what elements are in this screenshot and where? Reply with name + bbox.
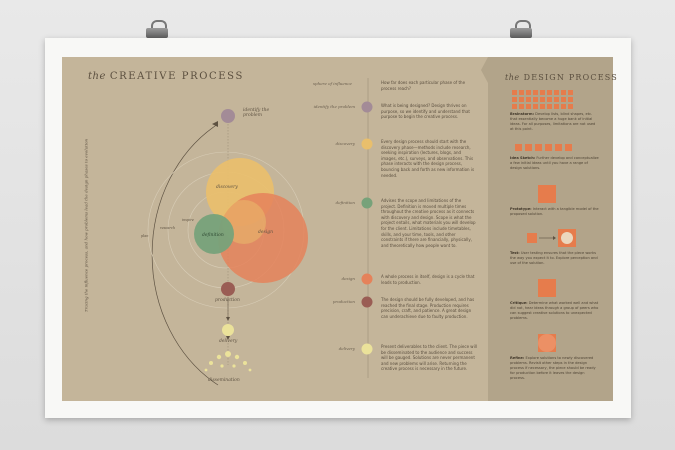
step-critique: Critique: Determine what worked well and… xyxy=(510,301,599,320)
row-dot-design xyxy=(361,273,373,285)
dissemination-dot xyxy=(243,361,247,365)
row-text-production: The design should be fully developed, an… xyxy=(381,297,475,319)
column-header-sphere: sphere of influence xyxy=(313,81,352,86)
dissemination-dot xyxy=(216,354,222,360)
panel-pointer xyxy=(481,57,488,83)
identify-circle xyxy=(221,109,235,123)
row-label-identify: identify the problem xyxy=(313,104,355,109)
label-delivery: delivery xyxy=(219,339,238,344)
label-ring-outer: plan xyxy=(141,234,149,238)
row-label-delivery: delivery xyxy=(338,346,355,351)
row-text-design: A whole process in itself, design is a c… xyxy=(381,274,475,285)
row-dot-discovery xyxy=(361,138,373,150)
production-circle xyxy=(221,282,235,296)
binder-clip-right xyxy=(510,20,532,42)
step-brainstorm: Brainstorm: Develop lists, blind shapes,… xyxy=(510,112,596,131)
arc-arrowhead xyxy=(212,121,218,127)
prototype-icon xyxy=(538,185,556,203)
row-label-production: production xyxy=(332,299,355,304)
design-process-title: the DESIGN PROCESS xyxy=(505,73,618,82)
test-icon xyxy=(527,229,576,247)
dissemination-dot xyxy=(204,368,208,372)
row-dot-delivery xyxy=(361,343,373,355)
critique-icon xyxy=(538,279,556,297)
step-test: Test: User testing ensures that the piec… xyxy=(510,251,598,265)
row-text-delivery: Present deliverables to the client. The … xyxy=(381,344,477,372)
dissemination-dot xyxy=(248,368,252,372)
brainstorm-icon xyxy=(512,90,573,109)
dissemination-dot xyxy=(225,351,231,357)
row-text-discovery: Every design process should start with t… xyxy=(381,139,475,178)
process-arc xyxy=(151,123,219,386)
step-prototype: Prototype: Interact with a tangible mode… xyxy=(510,207,599,216)
refine-icon xyxy=(538,334,556,352)
label-production: production xyxy=(215,298,240,303)
row-dot-production xyxy=(361,296,373,308)
row-label-definition: definition xyxy=(335,200,355,205)
label-dissemination: dissemination xyxy=(208,378,240,383)
label-identify: identify the problem xyxy=(243,108,270,118)
definition-circle xyxy=(194,214,234,254)
step-refine: Refine: Explore solutions to newly disco… xyxy=(510,356,596,380)
row-label-design: design xyxy=(341,276,355,281)
label-ring-middle: research xyxy=(160,226,176,230)
binder-clip-left xyxy=(146,20,168,42)
dissemination-dot xyxy=(220,364,224,368)
row-dot-identify xyxy=(361,101,373,113)
row-label-discovery: discovery xyxy=(335,141,355,146)
row-text-identify: What is being designed? Design thrives o… xyxy=(381,103,470,120)
idea-sketch-icon xyxy=(515,144,572,151)
label-design: design xyxy=(258,230,274,235)
dissemination-dot xyxy=(234,354,240,360)
vertical-caption: Tracing the influence process, and how p… xyxy=(83,138,89,313)
row-text-definition: Advises the scope and limitations of the… xyxy=(381,198,476,248)
dissemination-dot xyxy=(232,364,236,368)
dissemination-dot xyxy=(209,361,213,365)
step-idea-sketch: Idea Sketch: Further develop and concept… xyxy=(510,156,599,170)
label-discovery: discovery xyxy=(216,185,238,190)
column-header-question: How far does each particular phase of th… xyxy=(381,80,466,91)
label-definition: definition xyxy=(202,233,224,238)
label-ring-inner: inspire xyxy=(182,218,194,222)
page-title: the CREATIVE PROCESS xyxy=(88,71,244,82)
row-dot-definition xyxy=(361,197,373,209)
delivery-circle xyxy=(222,324,234,336)
